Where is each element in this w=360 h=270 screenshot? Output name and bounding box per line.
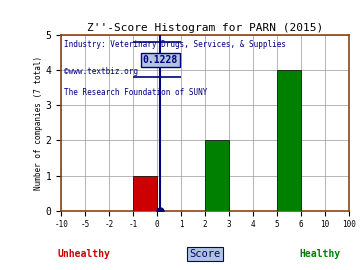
Text: Score: Score xyxy=(190,249,221,259)
Bar xyxy=(133,176,157,211)
Y-axis label: Number of companies (7 total): Number of companies (7 total) xyxy=(34,56,43,190)
Text: The Research Foundation of SUNY: The Research Foundation of SUNY xyxy=(64,88,207,97)
Text: ©www.textbiz.org: ©www.textbiz.org xyxy=(64,67,138,76)
Bar xyxy=(277,70,301,211)
Text: Healthy: Healthy xyxy=(300,249,341,259)
Text: Industry: Veterinary Drugs, Services, & Supplies: Industry: Veterinary Drugs, Services, & … xyxy=(64,40,286,49)
Title: Z''-Score Histogram for PARN (2015): Z''-Score Histogram for PARN (2015) xyxy=(87,23,323,33)
Text: 0.1228: 0.1228 xyxy=(143,55,178,65)
Bar xyxy=(205,140,229,211)
Text: Unhealthy: Unhealthy xyxy=(58,249,111,259)
